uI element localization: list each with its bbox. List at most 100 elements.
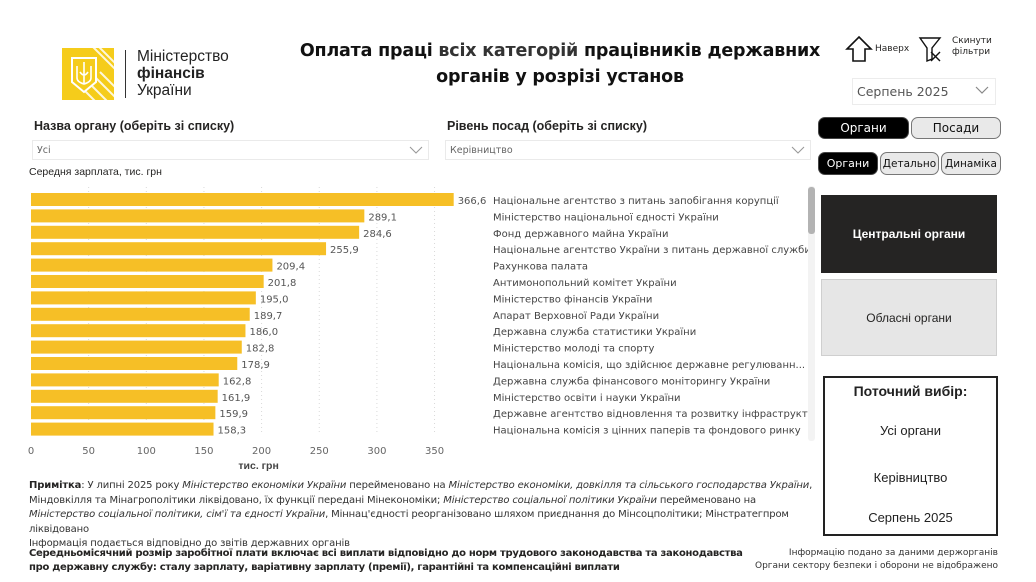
back-to-top-label: Наверх — [875, 43, 910, 54]
toggle-positions[interactable]: Посади — [911, 117, 1001, 139]
category-label[interactable]: Національна комісія, що здійснює державн… — [493, 359, 805, 371]
current-month: Серпень 2025 — [868, 510, 953, 525]
clear-filter-icon — [918, 37, 942, 63]
x-tick-label: 250 — [310, 446, 329, 457]
note-segment: Міністерство соціальної політики, сім'ї … — [29, 509, 326, 520]
bar[interactable] — [31, 291, 256, 305]
toggle-organs[interactable]: Органи — [818, 117, 909, 139]
category-label[interactable]: Фонд державного майна України — [493, 229, 668, 240]
position-dropdown-value: Керівництво — [450, 144, 513, 156]
organ-dropdown-value: Усі — [37, 144, 51, 156]
logo-text: Міністерство фінансів України — [137, 48, 229, 99]
value-label: 189,7 — [254, 311, 283, 322]
category-label[interactable]: Міністерство національної єдності Україн… — [493, 211, 719, 223]
bar[interactable] — [31, 357, 238, 370]
category-label[interactable]: Міністерство фінансів України — [493, 293, 652, 305]
tab-organs[interactable]: Органи — [818, 152, 878, 175]
note-segment: Міністерство економіки, довкілля та сіль… — [448, 480, 810, 491]
chart-scrollbar-thumb[interactable] — [808, 187, 815, 234]
note-segment: Міністерство економіки України — [182, 480, 347, 491]
bar[interactable] — [31, 258, 273, 272]
value-label: 159,9 — [219, 409, 248, 420]
reset-label-line-1: Скинути — [952, 36, 992, 46]
back-to-top-button[interactable]: Наверх — [845, 35, 909, 63]
category-label[interactable]: Міністерство молоді та спорту — [493, 343, 655, 355]
category-label[interactable]: Апарат Верховної Ради України — [493, 311, 659, 322]
x-axis-title: тис. грн — [238, 460, 278, 472]
bar[interactable] — [31, 406, 216, 420]
current-selection-card: Поточний вибір: Усі органи Керівництво С… — [823, 376, 998, 536]
chevron-down-icon — [791, 146, 805, 154]
salary-definition-note: Середньомісячний розмір заробітної плати… — [29, 548, 743, 573]
reset-filters-label: Скинути фільтри — [952, 36, 992, 58]
title-part-2: всіх категорій — [438, 41, 579, 61]
value-label: 161,9 — [222, 393, 251, 404]
reset-filters-button[interactable]: Скинути фільтри — [918, 35, 992, 63]
tab-detailed-label: Детально — [882, 157, 937, 170]
value-label: 186,0 — [249, 327, 278, 338]
bar[interactable] — [31, 242, 327, 256]
category-label[interactable]: Національне агентство з питань запобіган… — [493, 195, 779, 207]
note-segment: Міністерство соціальної політики України — [443, 494, 657, 506]
note-segment: перейменовано на — [656, 494, 757, 506]
value-label: 178,9 — [241, 360, 270, 371]
bar[interactable] — [31, 225, 360, 239]
position-dropdown[interactable]: Керівництво — [445, 140, 811, 160]
data-source-note: Інформацію подано за даними держорганів … — [755, 547, 998, 573]
x-tick-label: 0 — [28, 446, 34, 457]
ministry-logo: Міністерство фінансів України — [62, 48, 252, 100]
x-tick-label: 50 — [82, 446, 95, 457]
toggle-organs-label: Органи — [840, 121, 887, 135]
central-organs-label: Центральні органи — [852, 227, 966, 241]
note-text: Примітка: У липні 2025 року Міністерство… — [29, 479, 819, 552]
category-label[interactable]: Державне агентство відновлення та розвит… — [493, 408, 810, 420]
bar[interactable] — [31, 275, 264, 288]
logo-line-3: України — [137, 82, 192, 99]
title-part-1: Оплата праці — [299, 41, 439, 61]
value-label: 158,3 — [218, 426, 247, 437]
position-slicer-label: Рівень посад (оберіть зі списку) — [447, 119, 647, 133]
value-label: 195,0 — [260, 294, 289, 305]
month-dropdown-value: Серпень 2025 — [857, 84, 949, 99]
bar[interactable] — [31, 209, 365, 223]
category-label[interactable]: Національне агентство України з питань д… — [493, 244, 810, 256]
x-tick-label: 350 — [425, 446, 444, 457]
toggle-positions-label: Посади — [932, 121, 980, 135]
category-label[interactable]: Державна служба статистики України — [493, 327, 696, 338]
chart-scrollbar-track[interactable] — [808, 186, 815, 441]
month-dropdown[interactable]: Серпень 2025 — [852, 78, 996, 105]
category-label[interactable]: Антимонопольний комітет України — [493, 277, 677, 289]
category-label[interactable]: Міністерство освіти і науки України — [493, 392, 681, 404]
bar[interactable] — [31, 324, 246, 338]
organ-dropdown[interactable]: Усі — [32, 140, 429, 160]
bar[interactable] — [31, 389, 218, 403]
category-label[interactable]: Національна комісія з цінних паперів та … — [493, 425, 801, 437]
tab-detailed[interactable]: Детально — [880, 152, 939, 175]
value-label: 366,6 — [458, 196, 487, 207]
note-label: Примітка — [29, 480, 82, 491]
category-label[interactable]: Державна служба фінансового моніторингу … — [493, 375, 770, 387]
regional-organs-button[interactable]: Обласні органи — [821, 279, 997, 356]
central-organs-button[interactable]: Центральні органи — [821, 195, 997, 273]
title-part-3: працівників державних органів у розрізі … — [436, 41, 821, 87]
logo-line-2: фінансів — [137, 65, 205, 82]
category-label[interactable]: Рахункова палата — [493, 262, 588, 273]
bar[interactable] — [31, 422, 214, 436]
coat-of-arms-icon — [62, 48, 114, 100]
chart-title: Середня зарплата, тис. грн — [29, 166, 162, 178]
bar[interactable] — [31, 340, 242, 354]
bar[interactable] — [31, 307, 250, 321]
x-tick-label: 300 — [367, 446, 386, 457]
value-label: 182,8 — [246, 344, 275, 355]
tab-dynamics[interactable]: Динаміка — [941, 152, 1001, 175]
bar[interactable] — [31, 193, 454, 206]
current-organ: Усі органи — [880, 423, 941, 438]
x-tick-label: 100 — [137, 446, 156, 457]
page-title: Оплата праці всіх категорій працівників … — [290, 38, 830, 90]
x-tick-label: 150 — [194, 446, 213, 457]
salary-bar-chart: 366,6 Національне агентство з питань запо… — [28, 187, 810, 472]
value-label: 284,6 — [363, 229, 392, 240]
bar[interactable] — [31, 373, 219, 387]
x-tick-label: 200 — [252, 446, 271, 457]
logo-divider — [125, 50, 126, 98]
